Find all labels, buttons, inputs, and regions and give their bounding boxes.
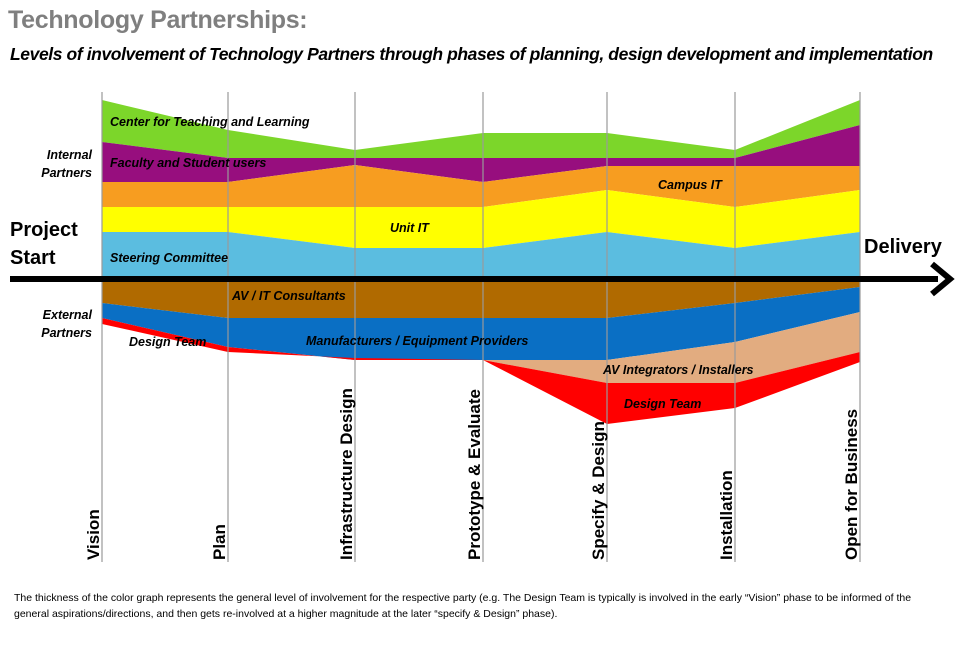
internal-partners-line1: Internal: [46, 148, 92, 162]
internal-partners-line2: Partners: [41, 166, 92, 180]
band-label-steering-committee: Steering Committee: [110, 251, 228, 265]
external-partners-label: External Partners: [0, 306, 92, 342]
internal-partners-label: Internal Partners: [0, 146, 92, 182]
band-steering-committee: [102, 232, 860, 279]
phase-label: Plan: [210, 524, 229, 560]
band-av-integrators: [483, 312, 860, 383]
phase-label: Installation: [717, 470, 736, 560]
band-label-av-integrators: AV Integrators / Installers: [602, 363, 754, 377]
phase-label: Prototype & Evaluate: [465, 389, 484, 560]
band-faculty-students: [102, 125, 860, 182]
band-design-team-late: [483, 352, 860, 424]
project-start-label: Project Start: [10, 216, 78, 272]
band-label-design-team-early: Design Team: [129, 335, 206, 349]
external-partners-line1: External: [42, 308, 92, 322]
phase-label: Specify & Design: [589, 421, 608, 560]
band-unit-it: [102, 190, 860, 248]
footnote: The thickness of the color graph represe…: [14, 592, 912, 620]
phase-label: Infrastructure Design: [337, 388, 356, 560]
phase-label: Open for Business: [842, 409, 861, 560]
band-labels-layer: Center for Teaching and Learning Faculty …: [110, 115, 754, 411]
band-av-consultants: [102, 279, 860, 318]
band-design-team-early: [102, 318, 483, 360]
band-label-campus-it: Campus IT: [658, 178, 723, 192]
timeline-arrowhead: [930, 261, 955, 297]
band-label-manufacturers: Manufacturers / Equipment Providers: [306, 334, 528, 348]
band-label-design-team-late: Design Team: [624, 397, 701, 411]
phase-labels-layer: Vision Plan Infrastructure Design Prototype…: [84, 388, 861, 560]
page-title: Technology Partnerships:: [8, 6, 308, 34]
band-campus-it: [102, 165, 860, 207]
band-manufacturers: [102, 287, 860, 360]
page-subtitle: Levels of involvement of Technology Part…: [10, 44, 933, 64]
band-label-center-teaching: Center for Teaching and Learning: [110, 115, 310, 129]
phase-lines-layer: [101, 92, 861, 562]
band-label-faculty-students: Faculty and Student users: [110, 156, 266, 170]
external-partners-line2: Partners: [41, 326, 92, 340]
delivery-label: Delivery: [864, 236, 942, 258]
phase-label: Vision: [84, 509, 103, 560]
project-start-line2: Start: [10, 247, 56, 269]
bands-layer: [102, 100, 860, 424]
timeline-arrow: [10, 261, 955, 297]
band-label-av-consultants: AV / IT Consultants: [231, 289, 346, 303]
involvement-diagram: Center for Teaching and Learning Faculty …: [10, 92, 955, 562]
band-label-unit-it: Unit IT: [390, 221, 430, 235]
project-start-line1: Project: [10, 219, 78, 241]
band-center-teaching: [102, 100, 860, 158]
